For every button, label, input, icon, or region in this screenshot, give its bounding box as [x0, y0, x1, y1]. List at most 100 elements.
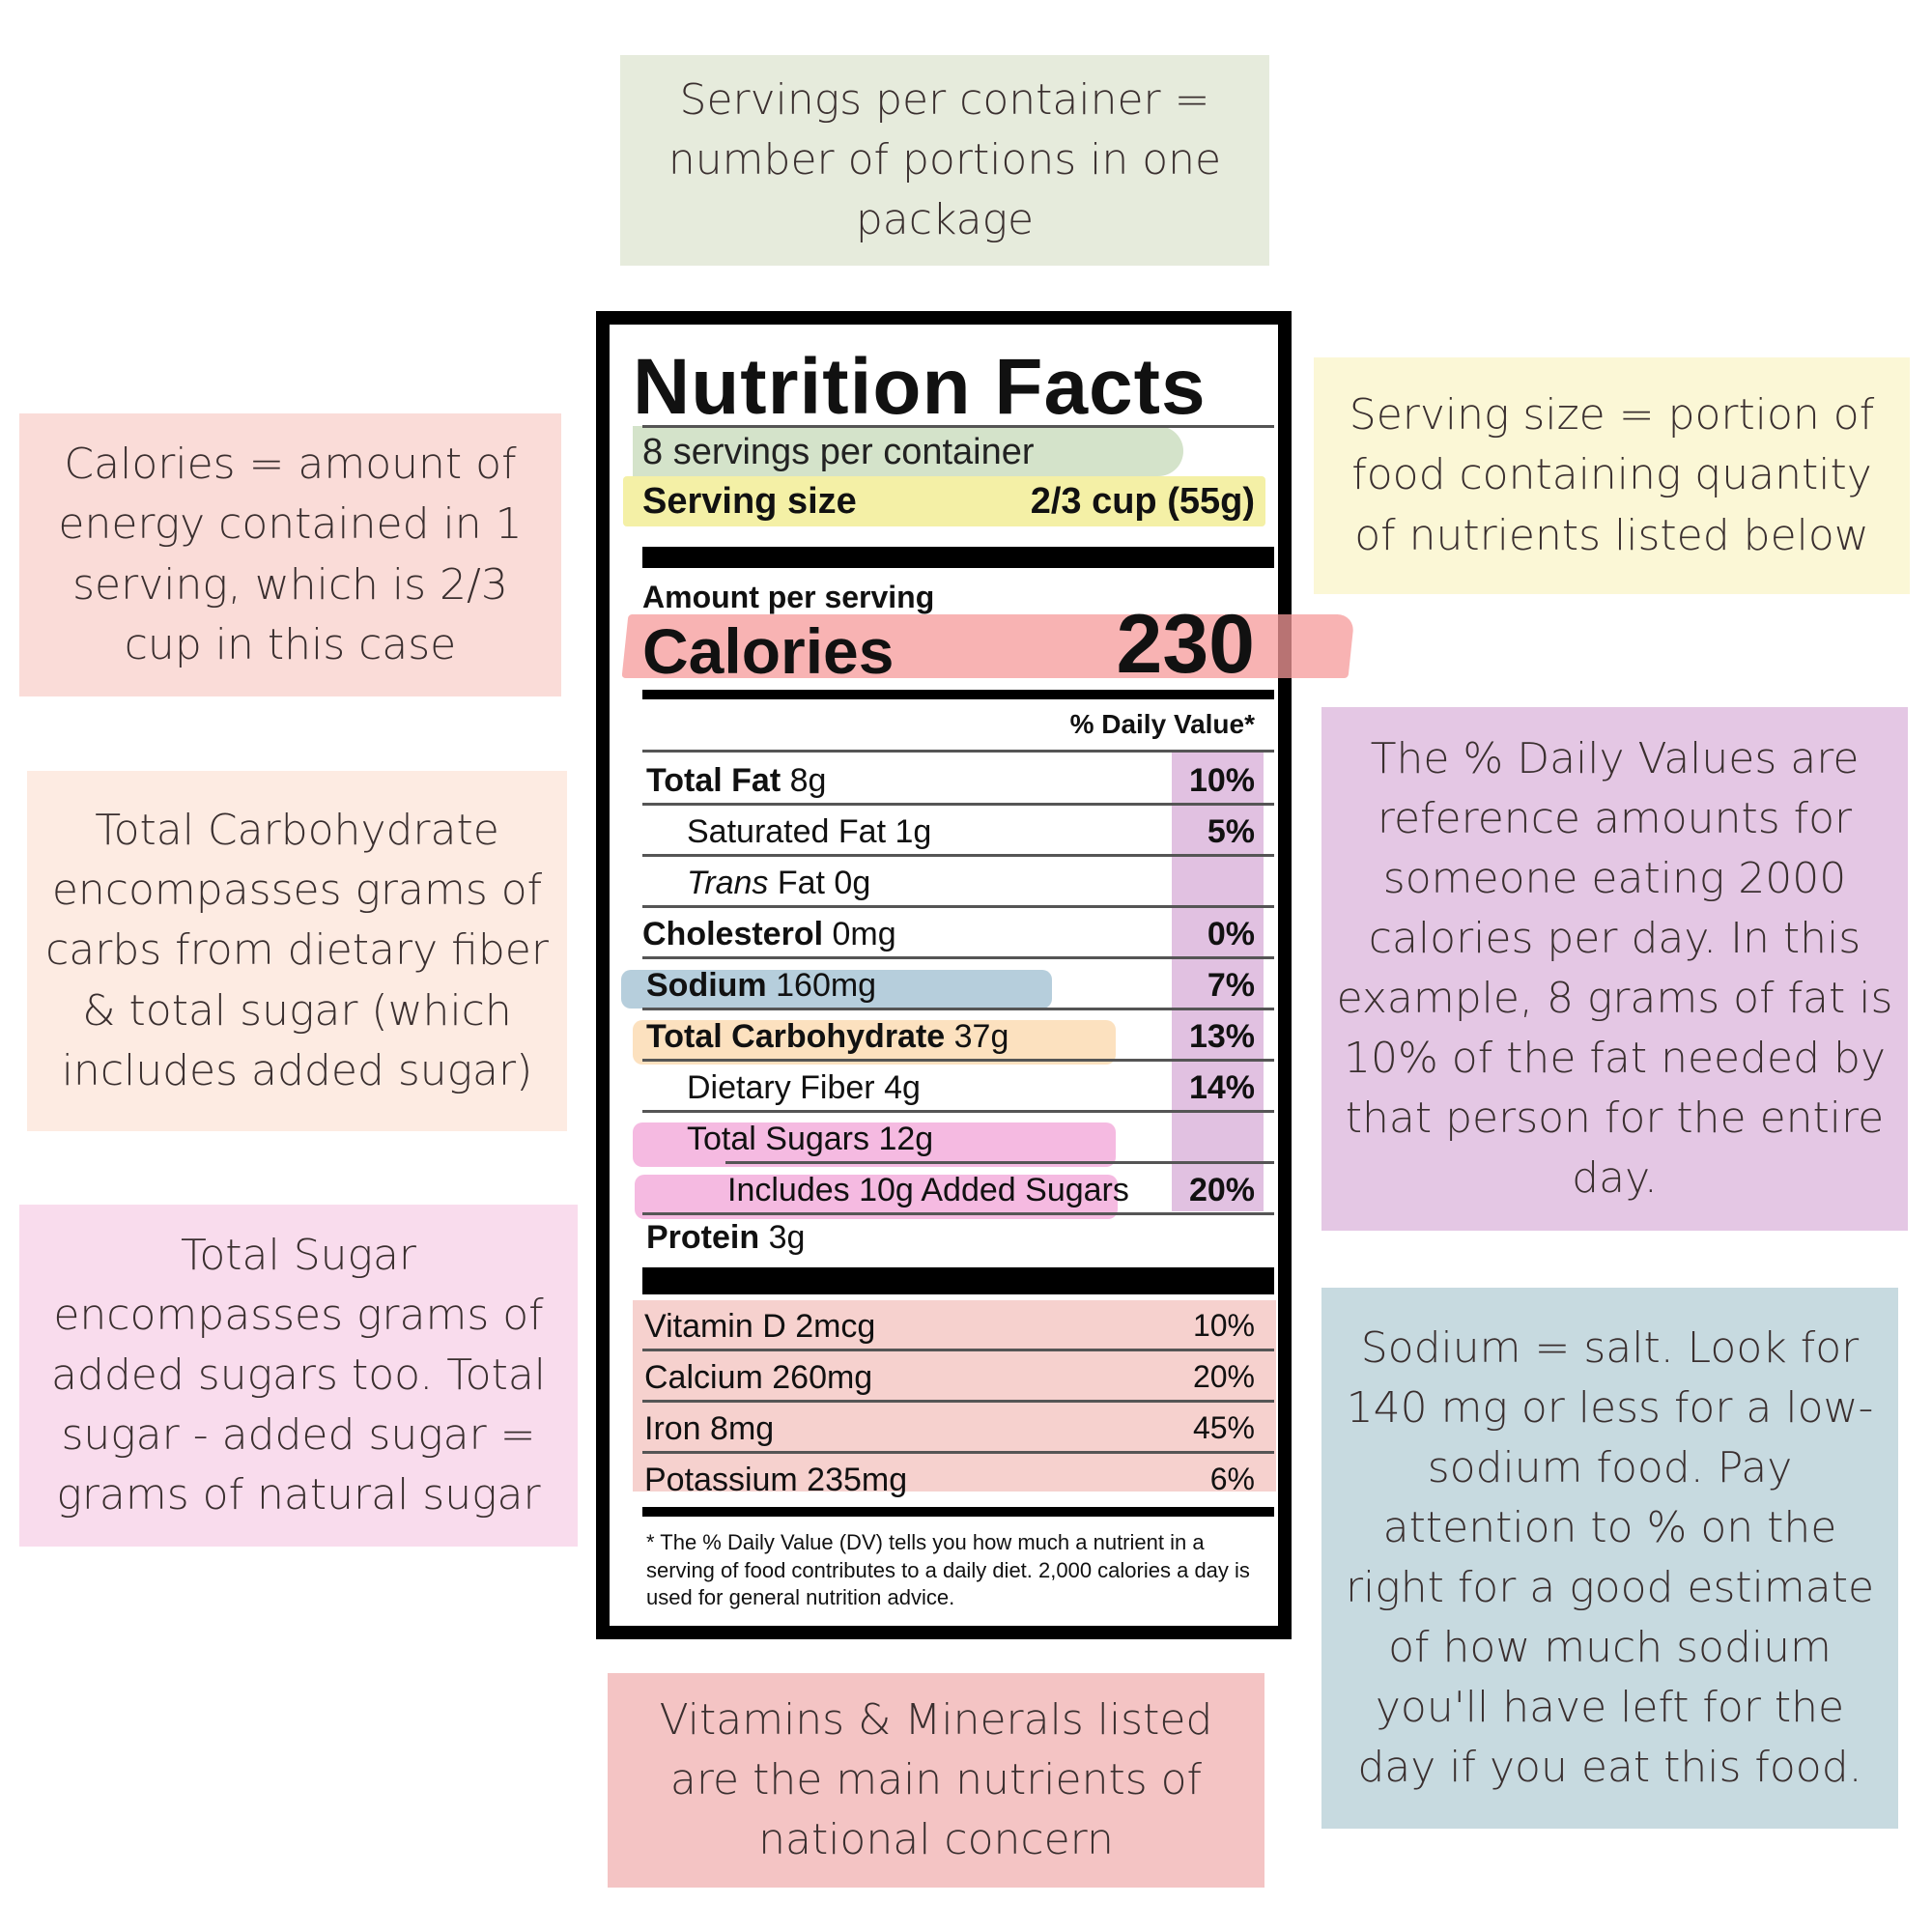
servings-per-container: 8 servings per container [642, 432, 1035, 472]
nutrient-name: Saturated Fat [687, 813, 887, 850]
nutrient-amount: 0g [834, 865, 871, 901]
nutrient-amount: 160mg [776, 967, 877, 1004]
vitamins-minerals-note: Vitamins & Minerals listed are the main … [608, 1673, 1264, 1888]
nutrient-amount: 12g [878, 1121, 934, 1157]
nutrient-row: Trans Fat 0g [610, 857, 1278, 908]
row-rule [642, 1110, 1274, 1113]
vitamins-minerals-note-text: Vitamins & Minerals listed are the main … [659, 1694, 1213, 1865]
daily-value-header: % Daily Value* [1069, 709, 1255, 739]
vitamin-row: Potassium 235mg 6% [610, 1454, 1278, 1505]
nutrient-name: Protein [646, 1219, 760, 1256]
nutrient-name: Trans [687, 865, 769, 901]
vitamin-row: Iron 8mg 45% [610, 1403, 1278, 1454]
serving-size-label: Serving size [642, 481, 857, 522]
row-rule [642, 905, 1274, 908]
calories-note-text: Calories = amount of energy contained in… [58, 440, 523, 669]
vitamin-dv: 6% [1209, 1462, 1255, 1496]
protein-thick-rule [642, 1267, 1274, 1294]
row-rule [725, 1161, 1274, 1164]
nutrient-name: Total Sugars [687, 1121, 869, 1157]
nutrient-row: Protein 3g [610, 1215, 1278, 1266]
total-sugars-highlight [633, 1122, 1116, 1167]
serving-size-highlight [623, 476, 1265, 526]
nutrient-name: Cholesterol [642, 916, 824, 952]
nutrient-row: Saturated Fat 1g 5% [610, 806, 1278, 857]
vitamin-name: Calcium 260mg [644, 1359, 873, 1396]
servings-per-container-note-text: Servings per container = number of porti… [668, 74, 1222, 245]
total-carbohydrate-note: Total Carbohydrate encompasses grams of … [27, 771, 567, 1131]
nutrient-amount: 37g [953, 1018, 1009, 1055]
nutrient-row: Total Sugars 12g [610, 1113, 1278, 1164]
servings-highlight [633, 426, 1183, 476]
nutrient-amount: 3g [768, 1219, 806, 1256]
nutrient-dv: 10% [1188, 762, 1255, 799]
vitamins-minerals-highlight [633, 1300, 1276, 1492]
nutrient-name: Sodium [646, 967, 767, 1004]
nutrient-dv: 0% [1207, 916, 1255, 952]
row-rule [642, 854, 1274, 857]
total-carbohydrate-note-text: Total Carbohydrate encompasses grams of … [45, 806, 549, 1095]
nutrient-dv: 20% [1188, 1172, 1255, 1208]
row-rule [642, 803, 1274, 806]
nutrient-row: Dietary Fiber 4g 14% [610, 1062, 1278, 1113]
daily-values-note: The % Daily Values are reference amounts… [1321, 707, 1908, 1231]
label-title: Nutrition Facts [633, 343, 1207, 431]
nutrient-row: Includes 10g Added Sugars 20% [610, 1164, 1278, 1215]
nutrient-amount: 1g [895, 813, 932, 850]
calories-note: Calories = amount of energy contained in… [19, 413, 561, 696]
row-rule [642, 956, 1274, 959]
serving-size-value: 2/3 cup (55g) [1030, 481, 1255, 522]
serving-size-note-text: Serving size = portion of food containin… [1349, 390, 1875, 560]
daily-values-note-text: The % Daily Values are reference amounts… [1336, 733, 1893, 1204]
vitamin-name: Potassium 235mg [644, 1462, 908, 1498]
vitamin-dv: 10% [1192, 1308, 1255, 1343]
nutrient-row: Cholesterol 0mg 0% [610, 908, 1278, 959]
nutrient-amount: 4g [884, 1069, 921, 1106]
sodium-note: Sodium = salt. Look for 140 mg or less f… [1321, 1288, 1898, 1829]
total-carbohydrate-highlight [633, 1020, 1116, 1065]
title-rule [642, 425, 1274, 428]
row-rule [642, 1059, 1274, 1062]
vitamin-row: Calcium 260mg 20% [610, 1351, 1278, 1403]
vitamin-dv: 20% [1192, 1359, 1255, 1394]
added-sugars-highlight [635, 1175, 1118, 1219]
calories-thick-rule [642, 690, 1274, 699]
dv-header-rule [642, 750, 1274, 753]
row-rule [642, 1008, 1274, 1010]
row-rule [642, 1400, 1274, 1403]
vitamin-row: Vitamin D 2mcg 10% [610, 1300, 1278, 1351]
nutrient-row: Total Fat 8g 10% [610, 754, 1278, 806]
nutrient-dv: 7% [1207, 967, 1255, 1004]
vitamin-name: Iron 8mg [644, 1410, 775, 1447]
serving-size-note: Serving size = portion of food containin… [1314, 357, 1910, 594]
serving-thick-rule [642, 547, 1274, 568]
nutrient-name-suffix: Fat [768, 865, 825, 901]
vitamin-dv: 45% [1192, 1410, 1255, 1445]
nutrition-facts-label: Nutrition Facts 8 servings per container… [596, 311, 1355, 1639]
nutrient-dv: 5% [1207, 813, 1255, 850]
nutrient-name: Includes 10g Added Sugars [727, 1172, 1129, 1208]
nutrient-amount: 8g [789, 762, 827, 799]
row-rule [642, 1212, 1274, 1215]
total-sugar-note: Total Sugar encompasses grams of added s… [19, 1205, 578, 1547]
nutrient-name: Total Carbohydrate [646, 1018, 946, 1055]
nutrient-row: Total Carbohydrate 37g 13% [610, 1010, 1278, 1062]
vitamins-bottom-rule [642, 1507, 1274, 1517]
sodium-highlight [621, 970, 1052, 1009]
row-rule [642, 1451, 1274, 1454]
nutrient-name: Dietary Fiber [687, 1069, 875, 1106]
calories-value: 230 [1116, 598, 1256, 691]
total-sugar-note-text: Total Sugar encompasses grams of added s… [50, 1230, 547, 1520]
nutrient-row: Sodium 160mg 7% [610, 959, 1278, 1010]
vitamin-name: Vitamin D 2mcg [644, 1308, 876, 1345]
nutrient-dv: 14% [1188, 1069, 1255, 1106]
amount-per-serving: Amount per serving [642, 580, 935, 614]
sodium-note-text: Sodium = salt. Look for 140 mg or less f… [1345, 1322, 1875, 1793]
label-footnote: * The % Daily Value (DV) tells you how m… [646, 1530, 1250, 1610]
nutrient-amount: 0mg [832, 916, 896, 952]
row-rule [642, 1349, 1274, 1351]
calories-label: Calories [642, 615, 895, 687]
daily-value-column-highlight [1172, 750, 1264, 1211]
nutrient-name: Total Fat [646, 762, 781, 799]
nutrient-dv: 13% [1188, 1018, 1255, 1055]
